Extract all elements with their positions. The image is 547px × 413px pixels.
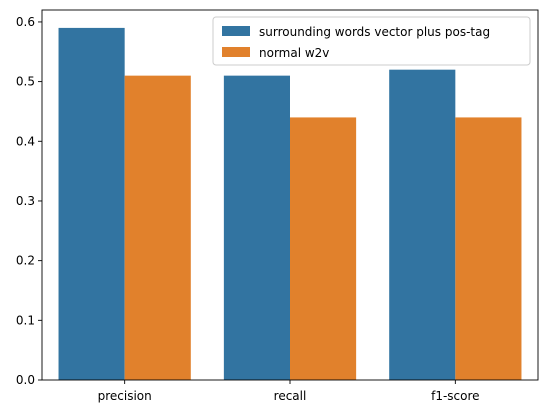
x-axis: precision recall f1-score [98,380,480,403]
bars-group [58,27,522,380]
y-tick-label: 0.3 [16,194,35,208]
legend-label-2: normal w2v [259,46,329,60]
legend-box [212,16,531,66]
bar-recall-series-1 [223,75,290,380]
y-axis: 0.0 0.1 0.2 0.3 0.4 0.5 0.6 [16,15,42,387]
y-tick-label: 0.4 [16,134,35,148]
legend-swatch-1 [222,26,250,36]
y-tick-label: 0.1 [16,313,35,327]
bar-precision-series-1 [58,27,125,380]
bar-precision-series-2 [124,75,191,380]
x-tick-label-recall: recall [274,389,307,403]
x-tick-label-f1-score: f1-score [431,389,479,403]
bar-recall-series-2 [290,117,357,380]
y-tick-label: 0.6 [16,15,35,29]
x-tick-label-precision: precision [98,389,152,403]
bar-f1-score-series-1 [389,69,456,380]
legend: surrounding words vector plus pos-tag nor… [212,16,531,66]
legend-swatch-2 [222,47,250,57]
plot-frame [41,9,539,381]
legend-label-1: surrounding words vector plus pos-tag [259,25,490,39]
y-tick-label: 0.0 [16,373,35,387]
bar-f1-score-series-2 [455,117,522,380]
y-tick-label: 0.5 [16,75,35,89]
y-tick-label: 0.2 [16,254,35,268]
